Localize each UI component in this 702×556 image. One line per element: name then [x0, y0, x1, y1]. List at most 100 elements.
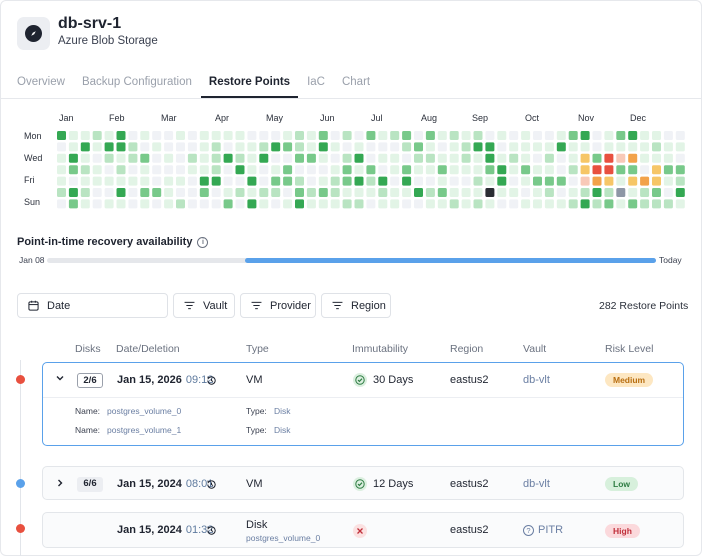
- table-row[interactable]: 2/6 Jan 15, 2026 09:12 VM 30 Days eastus2…: [42, 362, 684, 446]
- heatmap-cell[interactable]: [306, 131, 316, 140]
- heatmap-cell[interactable]: [533, 131, 542, 140]
- heatmap-cell[interactable]: [199, 131, 209, 140]
- heatmap-cell[interactable]: [378, 176, 388, 186]
- heatmap-cell[interactable]: [568, 176, 578, 186]
- heatmap-cell[interactable]: [604, 199, 614, 209]
- heatmap-cell[interactable]: [509, 176, 519, 186]
- heatmap-cell[interactable]: [283, 165, 293, 175]
- heatmap-cell[interactable]: [247, 176, 257, 186]
- heatmap-cell[interactable]: [330, 142, 340, 152]
- heatmap-cell[interactable]: [437, 199, 447, 209]
- date-filter[interactable]: Date: [17, 293, 168, 318]
- heatmap-cell[interactable]: [652, 176, 661, 186]
- heatmap-cell[interactable]: [473, 188, 483, 197]
- heatmap-cell[interactable]: [473, 199, 483, 209]
- heatmap-cell[interactable]: [104, 142, 114, 152]
- heatmap-cell[interactable]: [283, 142, 293, 152]
- heatmap-cell[interactable]: [509, 142, 519, 152]
- heatmap-cell[interactable]: [473, 142, 483, 152]
- heatmap-cell[interactable]: [235, 188, 245, 197]
- heatmap-cell[interactable]: [128, 165, 138, 175]
- heatmap-cell[interactable]: [378, 188, 388, 197]
- heatmap-cell[interactable]: [283, 199, 293, 209]
- heatmap-cell[interactable]: [485, 176, 495, 186]
- heatmap-cell[interactable]: [57, 188, 66, 197]
- heatmap-cell[interactable]: [521, 165, 531, 175]
- heatmap-cell[interactable]: [592, 199, 602, 209]
- heatmap-cell[interactable]: [640, 188, 650, 197]
- heatmap-cell[interactable]: [640, 199, 650, 209]
- heatmap-cell[interactable]: [366, 142, 376, 152]
- heatmap-cell[interactable]: [92, 176, 102, 186]
- heatmap-cell[interactable]: [521, 199, 531, 209]
- heatmap-cell[interactable]: [283, 153, 293, 163]
- heatmap-cell[interactable]: [80, 165, 90, 175]
- heatmap-cell[interactable]: [164, 176, 174, 186]
- heatmap-cell[interactable]: [509, 199, 519, 209]
- heatmap-cell[interactable]: [437, 188, 447, 197]
- heatmap-cell[interactable]: [437, 176, 447, 186]
- heatmap-cell[interactable]: [580, 199, 590, 209]
- heatmap-cell[interactable]: [318, 142, 328, 152]
- heatmap-cell[interactable]: [640, 131, 650, 140]
- heatmap-cell[interactable]: [354, 153, 364, 163]
- heatmap-cell[interactable]: [414, 188, 423, 197]
- heatmap-cell[interactable]: [342, 176, 352, 186]
- heatmap-cell[interactable]: [235, 176, 245, 186]
- heatmap-cell[interactable]: [568, 142, 578, 152]
- heatmap-cell[interactable]: [497, 131, 507, 140]
- heatmap-cell[interactable]: [199, 142, 209, 152]
- heatmap-cell[interactable]: [402, 142, 412, 152]
- heatmap-cell[interactable]: [211, 153, 221, 163]
- heatmap-cell[interactable]: [652, 142, 661, 152]
- heatmap-cell[interactable]: [116, 176, 126, 186]
- vault-link[interactable]: ? PITR: [523, 524, 563, 536]
- heatmap-cell[interactable]: [199, 153, 209, 163]
- heatmap-cell[interactable]: [164, 142, 174, 152]
- heatmap-cell[interactable]: [675, 131, 685, 140]
- heatmap-cell[interactable]: [425, 165, 435, 175]
- heatmap-cell[interactable]: [354, 176, 364, 186]
- column-header-date[interactable]: Date/Deletion: [116, 343, 180, 355]
- heatmap-cell[interactable]: [521, 153, 531, 163]
- tab-chart[interactable]: Chart: [341, 76, 371, 88]
- heatmap-cell[interactable]: [223, 131, 233, 140]
- heatmap-cell[interactable]: [675, 142, 685, 152]
- heatmap-cell[interactable]: [140, 188, 150, 197]
- heatmap-cell[interactable]: [199, 188, 209, 197]
- heatmap-cell[interactable]: [318, 176, 328, 186]
- heatmap-cell[interactable]: [497, 153, 507, 163]
- heatmap-cell[interactable]: [211, 165, 221, 175]
- heatmap-cell[interactable]: [104, 199, 114, 209]
- heatmap-cell[interactable]: [592, 165, 602, 175]
- heatmap-cell[interactable]: [533, 165, 542, 175]
- heatmap-cell[interactable]: [366, 188, 376, 197]
- heatmap-cell[interactable]: [152, 188, 162, 197]
- heatmap-cell[interactable]: [544, 153, 554, 163]
- heatmap-cell[interactable]: [628, 199, 638, 209]
- heatmap-cell[interactable]: [414, 131, 423, 140]
- heatmap-cell[interactable]: [295, 142, 304, 152]
- heatmap-cell[interactable]: [318, 153, 328, 163]
- heatmap-cell[interactable]: [390, 153, 400, 163]
- heatmap-cell[interactable]: [544, 131, 554, 140]
- heatmap-cell[interactable]: [92, 199, 102, 209]
- heatmap-cell[interactable]: [68, 165, 78, 175]
- heatmap-cell[interactable]: [116, 165, 126, 175]
- heatmap-cell[interactable]: [80, 199, 90, 209]
- heatmap-cell[interactable]: [92, 142, 102, 152]
- heatmap-cell[interactable]: [164, 199, 174, 209]
- heatmap-cell[interactable]: [68, 176, 78, 186]
- heatmap-cell[interactable]: [461, 176, 471, 186]
- heatmap-cell[interactable]: [199, 176, 209, 186]
- heatmap-cell[interactable]: [544, 165, 554, 175]
- heatmap-cell[interactable]: [378, 153, 388, 163]
- heatmap-cell[interactable]: [116, 188, 126, 197]
- heatmap-cell[interactable]: [57, 199, 66, 209]
- heatmap-cell[interactable]: [247, 165, 257, 175]
- heatmap-cell[interactable]: [295, 153, 304, 163]
- heatmap-cell[interactable]: [437, 165, 447, 175]
- heatmap-cell[interactable]: [366, 176, 376, 186]
- heatmap-cell[interactable]: [675, 153, 685, 163]
- table-row[interactable]: Jan 15, 2024 01:32 Disk postgres_volume_0…: [42, 512, 684, 548]
